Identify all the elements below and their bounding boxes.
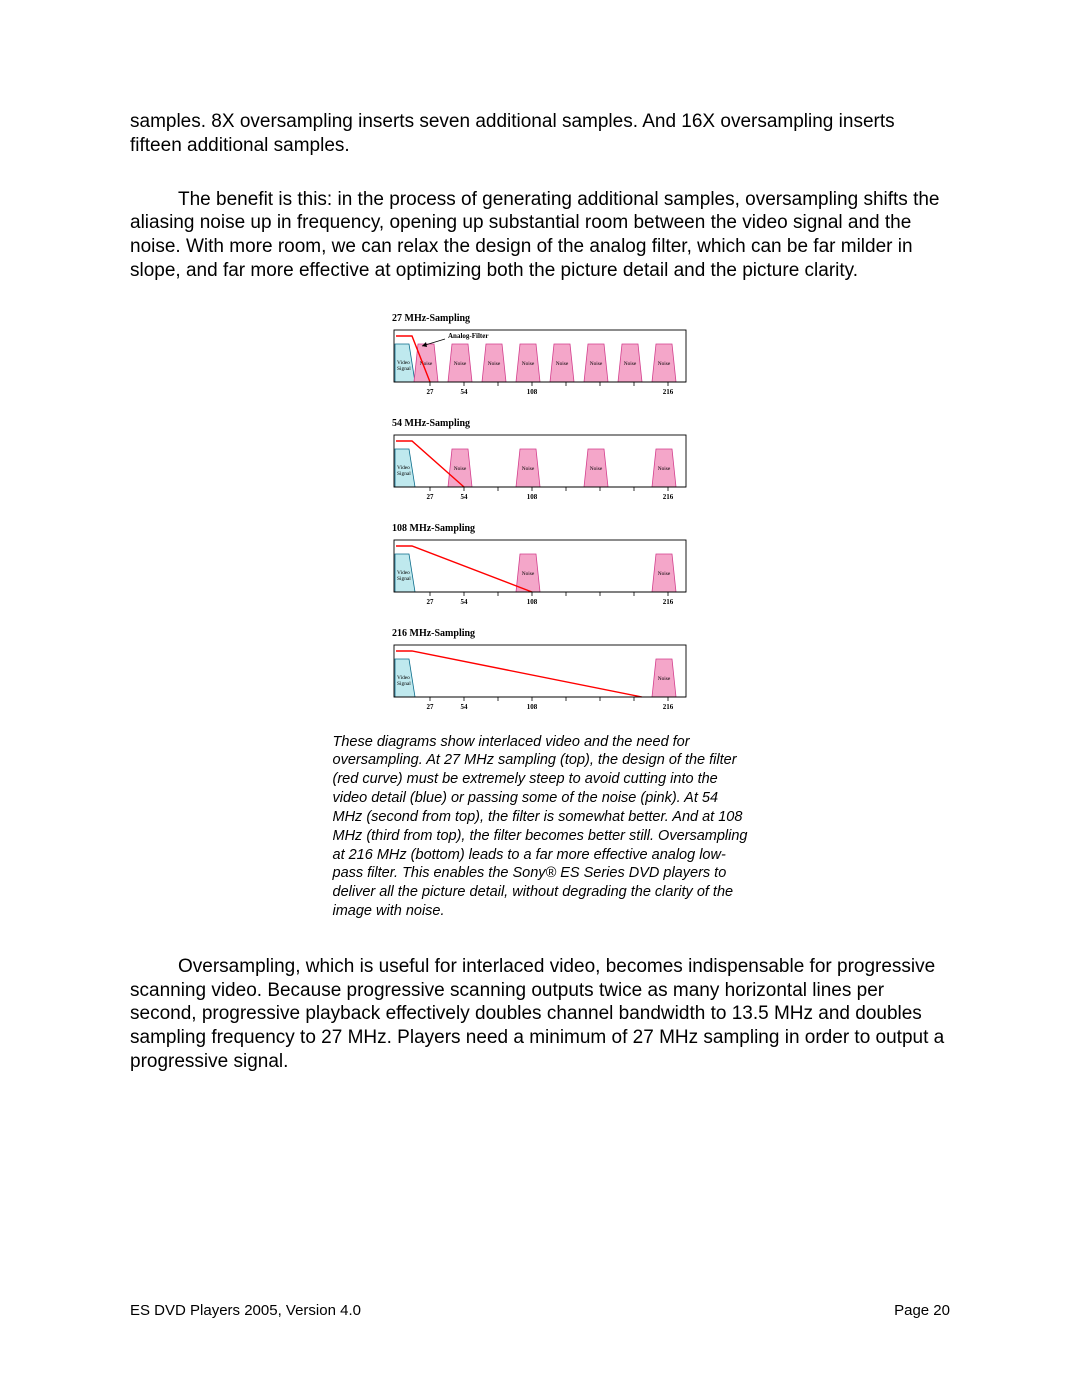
svg-text:Noise: Noise — [658, 361, 671, 367]
svg-text:108: 108 — [527, 598, 538, 606]
chart-title: 108 MHz-Sampling — [390, 523, 690, 534]
svg-text:54: 54 — [461, 493, 469, 501]
svg-text:VideoSignal: VideoSignal — [397, 465, 411, 477]
svg-text:Noise: Noise — [624, 361, 637, 367]
svg-text:VideoSignal: VideoSignal — [397, 360, 411, 372]
svg-text:108: 108 — [527, 388, 538, 396]
figure-caption: These diagrams show interlaced video and… — [333, 733, 748, 921]
svg-text:Noise: Noise — [488, 361, 501, 367]
svg-text:54: 54 — [461, 388, 469, 396]
svg-text:Analog-Filter: Analog-Filter — [448, 332, 488, 340]
svg-text:Noise: Noise — [590, 466, 603, 472]
paragraph-3: Oversampling, which is useful for interl… — [130, 955, 950, 1074]
chart-title: 54 MHz-Sampling — [390, 418, 690, 429]
svg-text:Noise: Noise — [658, 466, 671, 472]
chart-title: 216 MHz-Sampling — [390, 628, 690, 639]
svg-text:Noise: Noise — [522, 361, 535, 367]
svg-text:27: 27 — [427, 703, 435, 711]
svg-text:Noise: Noise — [522, 466, 535, 472]
footer-page-number: Page 20 — [894, 1302, 950, 1319]
svg-text:27: 27 — [427, 388, 435, 396]
svg-text:VideoSignal: VideoSignal — [397, 675, 411, 687]
paragraph-2: The benefit is this: in the process of g… — [130, 188, 950, 283]
svg-text:Noise: Noise — [454, 466, 467, 472]
svg-text:Noise: Noise — [658, 571, 671, 577]
svg-text:216: 216 — [663, 493, 674, 501]
svg-text:Noise: Noise — [454, 361, 467, 367]
page-footer: ES DVD Players 2005, Version 4.0 Page 20 — [130, 1302, 950, 1319]
paragraph-2-text: The benefit is this: in the process of g… — [130, 189, 939, 281]
svg-text:216: 216 — [663, 388, 674, 396]
chart-title: 27 MHz-Sampling — [390, 313, 690, 324]
svg-text:54: 54 — [461, 703, 469, 711]
svg-text:216: 216 — [663, 598, 674, 606]
svg-text:54: 54 — [461, 598, 469, 606]
svg-text:Noise: Noise — [590, 361, 603, 367]
footer-doc-title: ES DVD Players 2005, Version 4.0 — [130, 1302, 361, 1319]
paragraph-1: samples. 8X oversampling inserts seven a… — [130, 110, 950, 158]
svg-text:27: 27 — [427, 493, 435, 501]
sampling-chart-27mhz: 27 MHz-Sampling VideoSignal Noise Noise … — [390, 313, 690, 400]
oversampling-diagram-group: 27 MHz-Sampling VideoSignal Noise Noise … — [130, 313, 950, 715]
svg-text:Noise: Noise — [522, 571, 535, 577]
paragraph-3-text: Oversampling, which is useful for interl… — [130, 956, 944, 1072]
sampling-chart-216mhz: 216 MHz-Sampling VideoSignal Noise 27 54 10… — [390, 628, 690, 715]
svg-text:Noise: Noise — [658, 676, 671, 682]
sampling-chart-54mhz: 54 MHz-Sampling VideoSignal Noise Noise … — [390, 418, 690, 505]
svg-text:VideoSignal: VideoSignal — [397, 570, 411, 582]
svg-text:Noise: Noise — [556, 361, 569, 367]
svg-text:27: 27 — [427, 598, 435, 606]
svg-text:108: 108 — [527, 703, 538, 711]
svg-text:216: 216 — [663, 703, 674, 711]
sampling-chart-108mhz: 108 MHz-Sampling VideoSignal Noise Noise… — [390, 523, 690, 610]
svg-text:108: 108 — [527, 493, 538, 501]
